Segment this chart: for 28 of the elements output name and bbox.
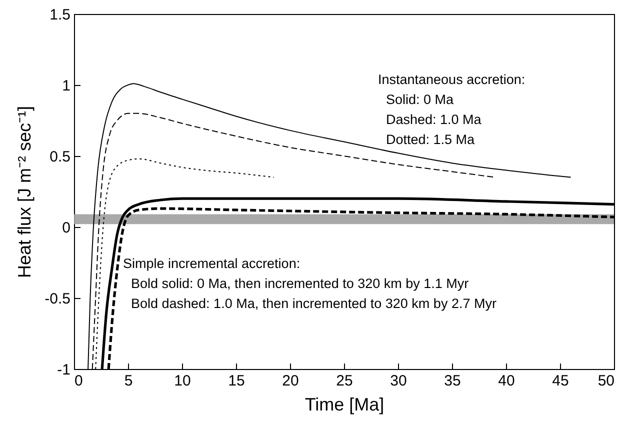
y-tick-label: -1: [57, 362, 70, 378]
annotation: Simple incremental accretion:: [123, 256, 300, 271]
x-tick-label: 40: [498, 372, 515, 390]
x-tick-label: 20: [282, 372, 299, 390]
annotation: Dashed: 1.0 Ma: [386, 112, 482, 127]
y-tick-label: -0.5: [44, 290, 70, 308]
annotation: Bold dashed: 1.0 Ma, then incremented to 320 km by 2.7 Myr: [131, 296, 497, 311]
y-tick-label: 1.5: [50, 6, 70, 24]
x-tick-label: 50: [598, 372, 614, 390]
x-tick-label: 45: [552, 372, 569, 390]
y-tick-label: 1: [62, 78, 70, 94]
annotation: Dotted: 1.5 Ma: [386, 132, 476, 147]
line-series: [92, 112, 496, 369]
annotation: Instantaneous accretion:: [378, 72, 526, 87]
x-tick-label: 5: [124, 372, 133, 390]
annotation: Bold solid: 0 Ma, then incremented to 320 km by 1.1 Myr: [131, 276, 470, 291]
x-tick-label: 35: [444, 372, 461, 390]
y-tick-label: 0.5: [50, 148, 70, 166]
x-tick-label: 15: [228, 372, 245, 390]
annotation: Solid: 0 Ma: [386, 92, 454, 107]
x-tick-label: 30: [390, 372, 407, 390]
y-tick-label: 0: [62, 220, 70, 236]
x-tick-label: 0: [74, 372, 83, 390]
x-tick-label: 10: [174, 372, 191, 390]
x-axis-title: Time [Ma]: [304, 394, 384, 414]
x-tick-label: 25: [336, 372, 353, 390]
line-series: [88, 83, 572, 369]
y-axis-title: Heat flux [J m⁻² sec⁻¹]: [14, 106, 35, 278]
